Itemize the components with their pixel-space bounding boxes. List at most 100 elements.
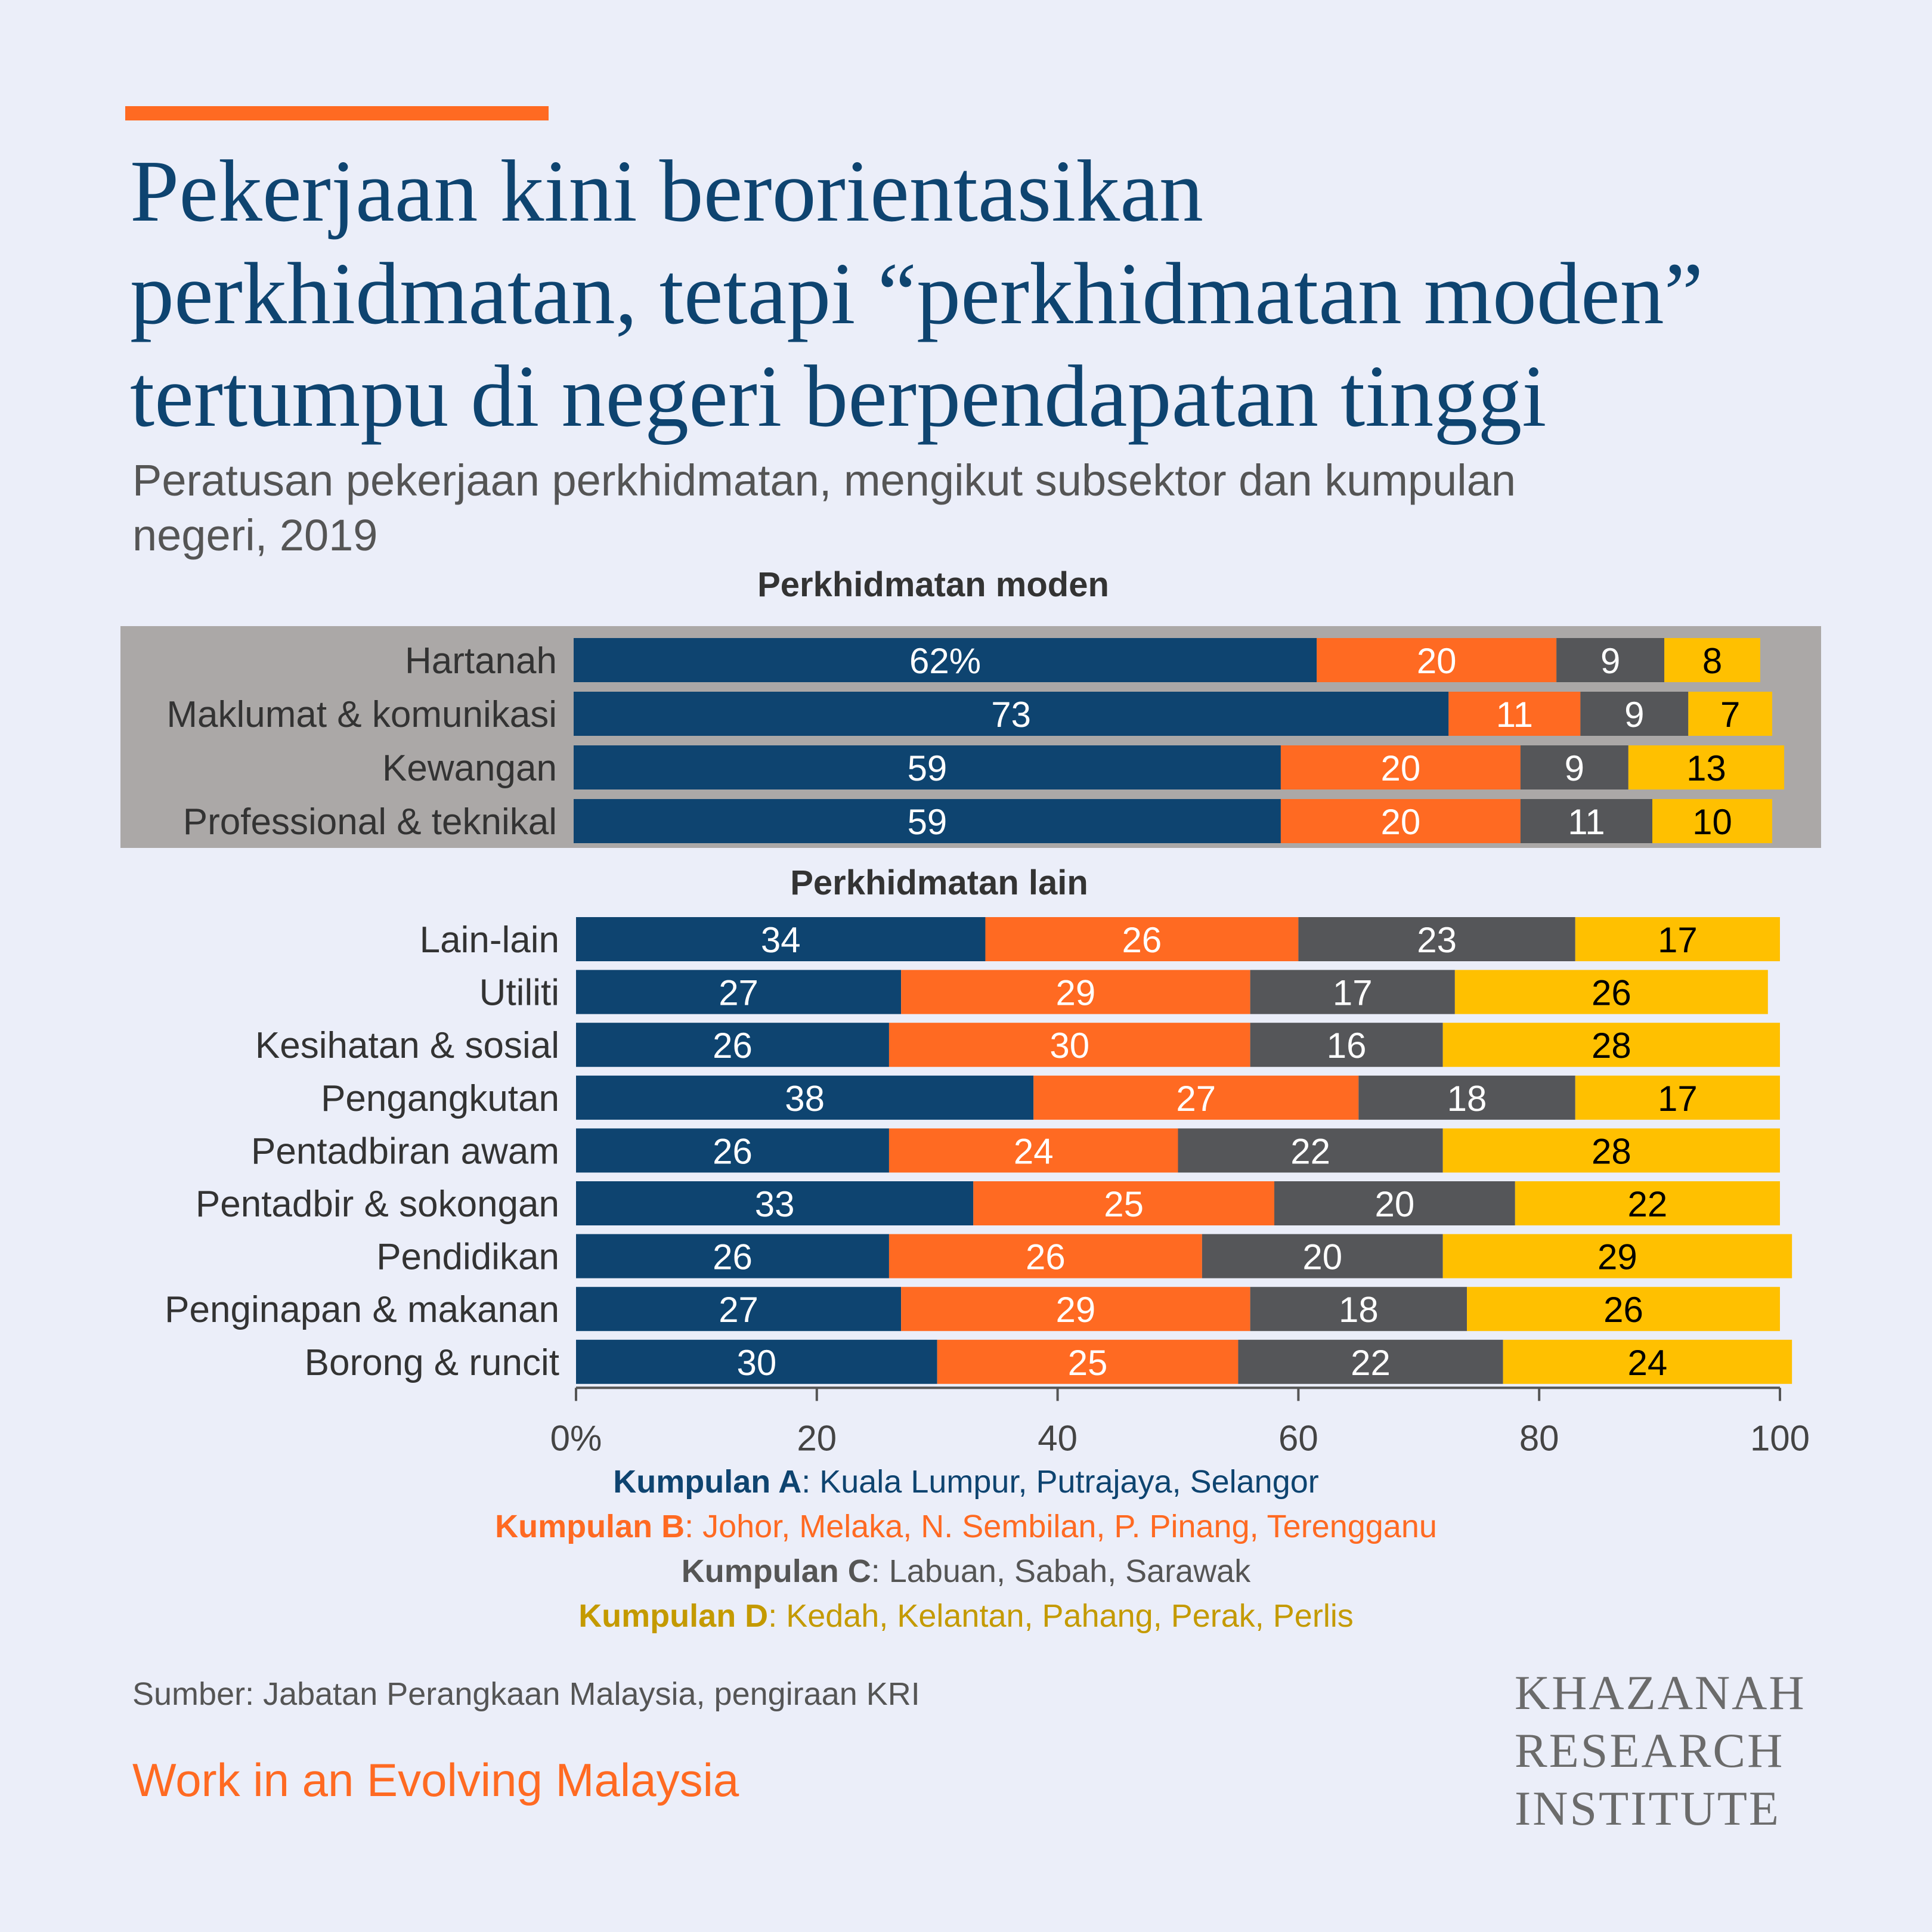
data-label: 26 bbox=[1603, 1290, 1643, 1330]
subtitle-line-1: Peratusan pekerjaan perkhidmatan, mengik… bbox=[132, 456, 1516, 505]
bar-segment bbox=[1515, 1181, 1780, 1225]
bar-segment bbox=[576, 970, 902, 1014]
bar-segment bbox=[1202, 1234, 1443, 1278]
bar-segment bbox=[901, 970, 1250, 1014]
logo-line-1: KHAZANAH bbox=[1515, 1665, 1806, 1720]
legend-states-b: : Johor, Melaka, N. Sembilan, P. Pinang,… bbox=[685, 1509, 1437, 1544]
data-label: 9 bbox=[1624, 695, 1644, 735]
bar-segment bbox=[1280, 745, 1521, 789]
legend-group-d: Kumpulan D bbox=[578, 1598, 769, 1634]
data-label: 29 bbox=[1056, 1290, 1096, 1330]
subtitle-line-2: negeri, 2019 bbox=[132, 510, 378, 560]
chart-subtitle: Peratusan pekerjaan perkhidmatan, mengik… bbox=[132, 453, 1742, 563]
bar-segment bbox=[1358, 1075, 1575, 1120]
category-label: Borong & runcit bbox=[305, 1342, 559, 1383]
data-label: 30 bbox=[1049, 1026, 1089, 1066]
category-label: Pengangkutan bbox=[321, 1078, 559, 1119]
data-label: 62% bbox=[909, 641, 981, 681]
bar-segment bbox=[1448, 692, 1581, 736]
data-label: 34 bbox=[761, 920, 801, 960]
legend-group-a: Kumpulan A bbox=[613, 1464, 802, 1500]
legend-states-d: : Kedah, Kelantan, Pahang, Perak, Perlis bbox=[768, 1598, 1354, 1634]
data-label: 9 bbox=[1565, 748, 1584, 788]
bar-segment bbox=[1688, 692, 1772, 736]
data-label: 9 bbox=[1600, 641, 1620, 681]
bar-segment bbox=[1575, 917, 1780, 961]
bar-segment bbox=[574, 638, 1317, 682]
bar-segment bbox=[1442, 1128, 1780, 1173]
panel-title-1: Perkhidmatan moden bbox=[757, 565, 1109, 604]
data-label: 22 bbox=[1351, 1343, 1391, 1383]
data-label: 20 bbox=[1381, 748, 1421, 788]
data-label: 20 bbox=[1302, 1237, 1342, 1277]
bar-segment bbox=[576, 1234, 889, 1278]
data-label: 26 bbox=[1122, 920, 1162, 960]
data-label: 10 bbox=[1692, 802, 1732, 842]
bar-segment bbox=[576, 917, 986, 961]
bar-segment bbox=[574, 692, 1449, 736]
bar-segment bbox=[1520, 745, 1628, 789]
bar-segment bbox=[1250, 1023, 1443, 1067]
data-label: 27 bbox=[1176, 1079, 1216, 1119]
data-label: 16 bbox=[1327, 1026, 1367, 1066]
data-label: 27 bbox=[719, 1290, 758, 1330]
bar-segment bbox=[1178, 1128, 1443, 1173]
bar-segment bbox=[901, 1287, 1250, 1332]
bar-segment bbox=[1280, 799, 1521, 843]
publication-series-name: Work in an Evolving Malaysia bbox=[132, 1754, 739, 1806]
category-label: Maklumat & komunikasi bbox=[166, 694, 557, 735]
bar-segment bbox=[1520, 799, 1652, 843]
category-label: Pentadbir & sokongan bbox=[196, 1184, 559, 1225]
bar-segment bbox=[576, 1128, 889, 1173]
data-label: 25 bbox=[1068, 1343, 1108, 1383]
data-label: 29 bbox=[1056, 973, 1096, 1013]
category-label: Kewangan bbox=[382, 748, 557, 789]
bar-segment bbox=[576, 1023, 889, 1067]
data-label: 20 bbox=[1381, 802, 1421, 842]
data-label: 26 bbox=[713, 1237, 753, 1277]
bar-segment bbox=[1317, 638, 1557, 682]
khazanah-logo: KHAZANAH RESEARCH INSTITUTE bbox=[1515, 1664, 1825, 1837]
legend-states-a: : Kuala Lumpur, Putrajaya, Selangor bbox=[801, 1464, 1319, 1500]
bar-segment bbox=[1575, 1075, 1780, 1120]
category-label: Hartanah bbox=[405, 640, 557, 682]
bar-segment bbox=[1274, 1181, 1515, 1225]
data-label: 17 bbox=[1658, 1079, 1698, 1119]
category-label: Lain-lain bbox=[420, 919, 559, 961]
data-label: 38 bbox=[785, 1079, 825, 1119]
data-label: 17 bbox=[1658, 920, 1698, 960]
legend-item-c: Kumpulan C: Labuan, Sabah, Sarawak bbox=[0, 1549, 1932, 1594]
bar-segment bbox=[1652, 799, 1772, 843]
data-label: 26 bbox=[713, 1026, 753, 1066]
x-tick-label: 0% bbox=[550, 1418, 602, 1455]
data-label: 23 bbox=[1417, 920, 1457, 960]
title-line-1: Pekerjaan kini berorientasikan bbox=[130, 143, 1203, 240]
title-line-3: tertumpu di negeri berpendapatan tinggi bbox=[130, 348, 1547, 445]
title-line-2: perkhidmatan, tetapi “perkhidmatan moden… bbox=[130, 245, 1704, 343]
bar-segment bbox=[1033, 1075, 1359, 1120]
bar-segment bbox=[1556, 638, 1665, 682]
bar-segment bbox=[888, 1234, 1202, 1278]
category-label: Kesihatan & sosial bbox=[255, 1025, 559, 1066]
data-label: 28 bbox=[1592, 1131, 1631, 1171]
data-label: 7 bbox=[1720, 695, 1740, 735]
logo-line-3: INSTITUTE bbox=[1515, 1781, 1781, 1835]
source-note: Sumber: Jabatan Perangkaan Malaysia, pen… bbox=[132, 1676, 920, 1712]
bar-segment bbox=[1664, 638, 1760, 682]
bar-segment bbox=[574, 799, 1281, 843]
category-label: Penginapan & makanan bbox=[165, 1289, 559, 1330]
data-label: 25 bbox=[1104, 1184, 1144, 1224]
category-label: Utiliti bbox=[479, 973, 559, 1014]
data-label: 11 bbox=[1496, 695, 1533, 735]
data-label: 17 bbox=[1333, 973, 1373, 1013]
data-label: 26 bbox=[1026, 1237, 1066, 1277]
bar-segment bbox=[1250, 1287, 1467, 1332]
bar-segment bbox=[576, 1075, 1034, 1120]
bar-segment bbox=[1503, 1339, 1792, 1384]
data-label: 26 bbox=[713, 1131, 753, 1171]
panel-title-2: Perkhidmatan lain bbox=[790, 863, 1088, 902]
bar-segment bbox=[1298, 917, 1575, 961]
bar-segment bbox=[574, 745, 1281, 789]
data-label: 20 bbox=[1375, 1184, 1415, 1224]
data-label: 22 bbox=[1290, 1131, 1330, 1171]
